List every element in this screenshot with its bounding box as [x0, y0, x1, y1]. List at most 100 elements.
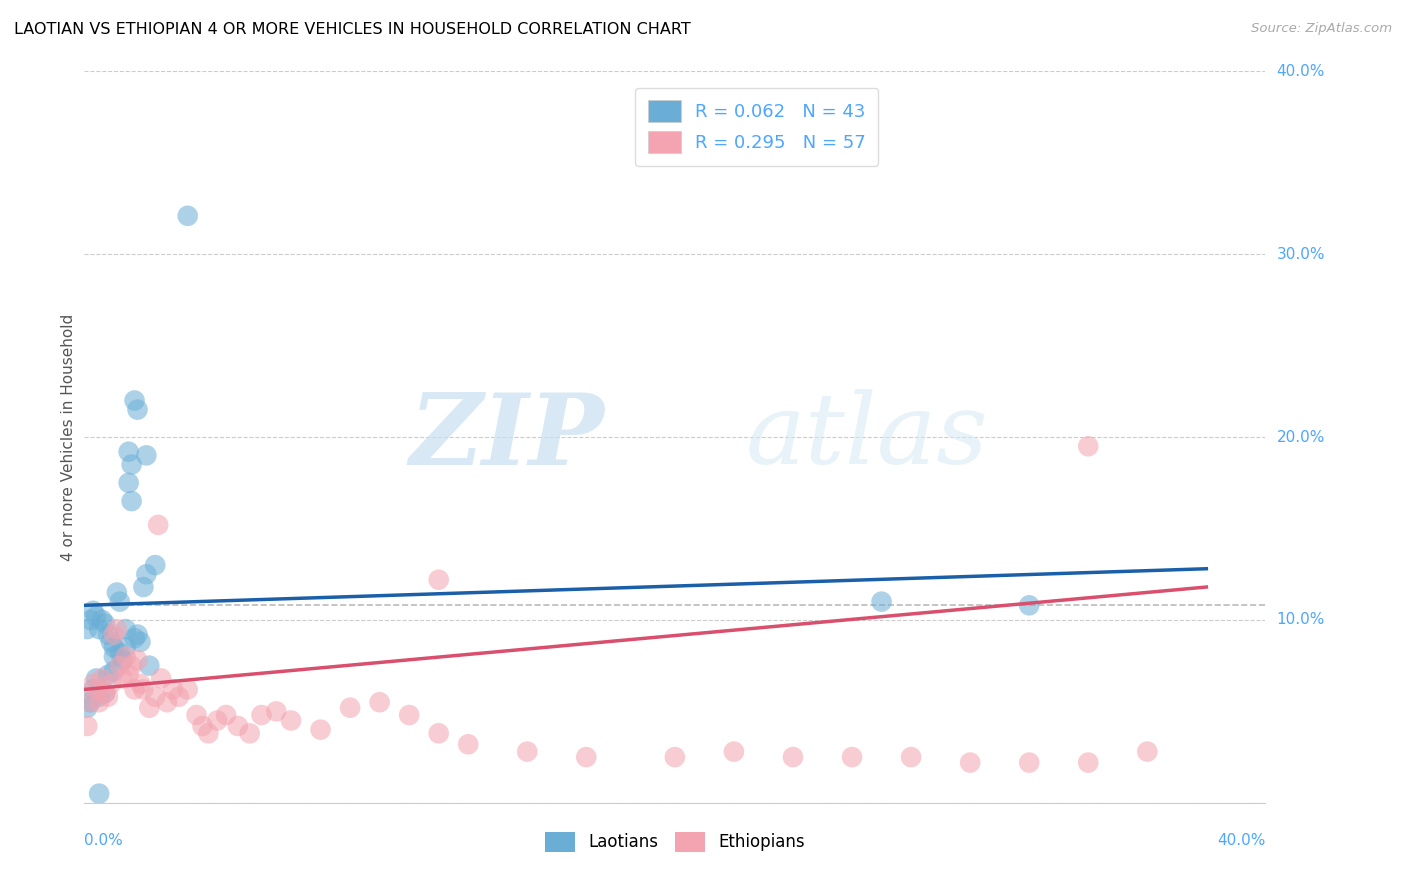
Point: [84, 609, 107, 624]
Point: [427, 573, 450, 587]
Point: [87, 695, 111, 709]
Point: [205, 714, 228, 728]
Point: [723, 745, 745, 759]
Point: [114, 649, 136, 664]
Point: [105, 585, 128, 599]
Point: [782, 750, 804, 764]
Point: [226, 719, 249, 733]
Point: [118, 475, 141, 490]
Point: [186, 708, 208, 723]
Point: [124, 682, 146, 697]
Point: [127, 627, 149, 641]
Point: [114, 622, 136, 636]
Point: [191, 719, 214, 733]
Point: [516, 745, 538, 759]
Point: [94, 686, 117, 700]
Point: [108, 646, 131, 660]
Point: [841, 750, 863, 764]
Point: [368, 695, 391, 709]
Point: [79, 695, 101, 709]
Text: Source: ZipAtlas.com: Source: ZipAtlas.com: [1251, 22, 1392, 36]
Y-axis label: 4 or more Vehicles in Household: 4 or more Vehicles in Household: [60, 313, 76, 561]
Point: [76, 622, 98, 636]
Point: [177, 209, 200, 223]
Point: [143, 690, 166, 704]
Point: [97, 627, 120, 641]
Text: 30.0%: 30.0%: [1277, 247, 1324, 261]
Point: [138, 700, 160, 714]
Point: [129, 635, 152, 649]
Point: [84, 682, 107, 697]
Point: [124, 393, 146, 408]
Point: [103, 627, 125, 641]
Point: [339, 700, 361, 714]
Point: [108, 658, 131, 673]
Point: [143, 558, 166, 573]
Text: atlas: atlas: [745, 390, 988, 484]
Point: [79, 695, 101, 709]
Point: [148, 517, 170, 532]
Point: [664, 750, 686, 764]
Point: [1018, 599, 1040, 613]
Point: [103, 664, 125, 678]
Point: [94, 686, 117, 700]
Text: 40.0%: 40.0%: [1277, 64, 1324, 78]
Point: [100, 635, 122, 649]
Point: [135, 567, 157, 582]
Text: 20.0%: 20.0%: [1277, 430, 1324, 444]
Point: [870, 594, 893, 608]
Text: LAOTIAN VS ETHIOPIAN 4 OR MORE VEHICLES IN HOUSEHOLD CORRELATION CHART: LAOTIAN VS ETHIOPIAN 4 OR MORE VEHICLES …: [14, 22, 690, 37]
Point: [111, 672, 134, 686]
Point: [94, 616, 117, 631]
Point: [111, 653, 134, 667]
Point: [105, 622, 128, 636]
Point: [309, 723, 332, 737]
Point: [84, 672, 107, 686]
Point: [129, 677, 152, 691]
Point: [138, 658, 160, 673]
Point: [250, 708, 273, 723]
Point: [118, 444, 141, 458]
Point: [79, 613, 101, 627]
Point: [91, 613, 114, 627]
Point: [132, 682, 155, 697]
Point: [124, 632, 146, 646]
Point: [264, 705, 288, 719]
Point: [398, 708, 420, 723]
Point: [1077, 756, 1099, 770]
Point: [97, 690, 120, 704]
Point: [900, 750, 922, 764]
Point: [121, 658, 143, 673]
Point: [121, 458, 143, 472]
Text: ZIP: ZIP: [409, 389, 605, 485]
Point: [76, 719, 98, 733]
Point: [103, 640, 125, 655]
Point: [82, 604, 104, 618]
Point: [114, 640, 136, 655]
Point: [239, 726, 262, 740]
Point: [1018, 756, 1040, 770]
Point: [215, 708, 238, 723]
Point: [121, 494, 143, 508]
Text: 10.0%: 10.0%: [1277, 613, 1324, 627]
Text: 40.0%: 40.0%: [1218, 833, 1265, 848]
Point: [177, 682, 200, 697]
Point: [280, 714, 302, 728]
Point: [100, 677, 122, 691]
Point: [82, 682, 104, 697]
Text: 0.0%: 0.0%: [84, 833, 124, 848]
Point: [156, 695, 179, 709]
Point: [197, 726, 219, 740]
Point: [457, 737, 479, 751]
Point: [1077, 439, 1099, 453]
Point: [97, 667, 120, 681]
Point: [82, 677, 104, 691]
Point: [91, 672, 114, 686]
Point: [959, 756, 981, 770]
Legend: Laotians, Ethiopians: Laotians, Ethiopians: [537, 823, 813, 860]
Point: [87, 622, 111, 636]
Point: [135, 449, 157, 463]
Point: [87, 690, 111, 704]
Point: [162, 682, 184, 697]
Point: [108, 594, 131, 608]
